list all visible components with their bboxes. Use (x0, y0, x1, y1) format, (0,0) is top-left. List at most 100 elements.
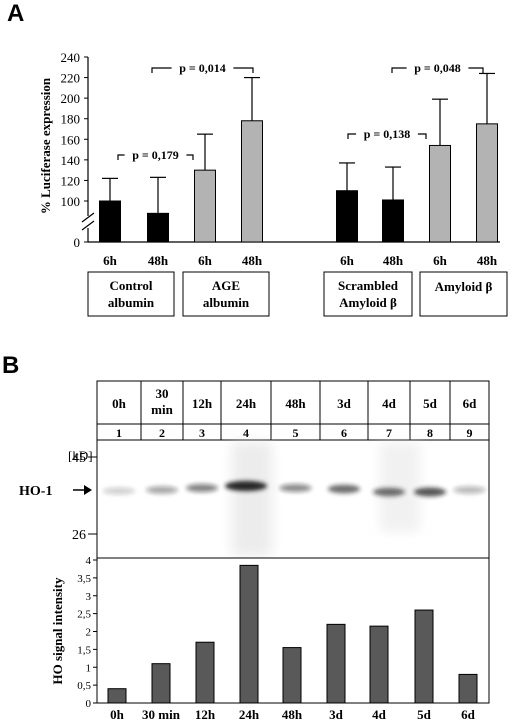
timepoint-header-label: min (151, 402, 173, 417)
group-label-line: Scrambled (338, 278, 399, 293)
ho-bar (195, 641, 215, 704)
luciferase-significance: p = 0,179 p = 0,014 p = 0,138 p = 0,048 (117, 60, 484, 162)
group-label-box (87, 271, 175, 317)
blot-band (414, 487, 446, 497)
p-value-label: p = 0,048 (414, 61, 461, 75)
group-label-line: albumin (108, 295, 155, 310)
timepoint-header-label: 5d (423, 396, 438, 411)
ho-x-tick-label: 0h (110, 707, 125, 722)
group-label-box (182, 271, 270, 317)
ho-axes: 0 0,5 1 1,5 2 2,5 3 3,5 4 (77, 555, 97, 710)
group-label-line: Control (109, 278, 152, 293)
timepoint-header-label: 3d (337, 396, 352, 411)
luciferase-y-tick-label: 200 (61, 91, 81, 106)
ho-x-tick-label: 48h (282, 707, 303, 722)
blot-band (186, 483, 218, 493)
ho-bar (282, 647, 302, 704)
kd-label: [kD] (68, 448, 93, 463)
lane-number: 3 (199, 426, 205, 440)
luciferase-x-labels: 6h 48h 6h 48h 6h 48h 6h 48h (103, 253, 498, 268)
ho-x-labels: 0h 30 min 12h 24h 48h 3d 4d 5d 6d (110, 707, 476, 722)
ho-bars (107, 564, 478, 704)
ho-y-axis-label: HO signal intensity (50, 577, 65, 684)
luciferase-x-tick-label: 6h (198, 253, 213, 268)
western-blot: [kD] 45 26 HO-1 (19, 439, 490, 559)
luciferase-x-tick-label: 6h (103, 253, 118, 268)
p-value-mask (124, 147, 187, 161)
axis-break-icon (81, 220, 95, 231)
luciferase-y-tick-label: 120 (61, 173, 81, 188)
ho-y-tick-label: 0 (86, 698, 92, 710)
ho-y-tick-label: 4 (86, 555, 92, 567)
group-label-line: AGE (212, 278, 240, 293)
timepoint-header-label: 12h (192, 396, 213, 411)
blot-band (453, 486, 486, 494)
p-value-mask (356, 126, 418, 140)
ho-bar (239, 564, 259, 704)
timepoint-table-frame (96, 380, 490, 441)
luciferase-x-tick-label: 6h (340, 253, 355, 268)
lane-number: 5 (293, 426, 299, 440)
blot-band (373, 487, 405, 497)
group-label-line: albumin (203, 295, 250, 310)
luciferase-y-tick-label: 100 (61, 194, 81, 209)
group-label-box (323, 271, 413, 317)
ho-bar (414, 609, 434, 704)
lane-number: 8 (427, 426, 433, 440)
timepoint-header-label: 30 (156, 386, 169, 401)
luciferase-x-tick-label: 48h (477, 253, 498, 268)
panel-b-letter: B (2, 352, 20, 379)
blot-background (232, 442, 420, 556)
lane-number: 4 (243, 426, 249, 440)
p-value-label: p = 0,138 (364, 127, 411, 141)
luciferase-y-tick-label: 180 (61, 112, 81, 127)
lane-number: 9 (467, 426, 473, 440)
luciferase-y-tick-label: 220 (61, 71, 81, 86)
timepoint-header-label: 48h (285, 396, 306, 411)
ho-x-tick-label: 5d (417, 707, 432, 722)
luciferase-group-boxes: Control albumin AGE albumin Scrambled Amyloid… (87, 271, 508, 317)
ho-bar (151, 663, 171, 704)
p-value-mask (171, 60, 234, 74)
lane-number: 6 (341, 426, 347, 440)
ho-x-tick-label: 3d (329, 707, 344, 722)
luciferase-x-tick-label: 48h (383, 253, 404, 268)
ho-y-tick-label: 3 (86, 591, 92, 603)
luciferase-x-tick-label: 48h (148, 253, 169, 268)
ho-y-tick-label: 3,5 (77, 573, 91, 585)
lane-number: 7 (386, 426, 392, 440)
group-label-line: Amyloid β (339, 295, 397, 310)
luciferase-x-tick-label: 48h (242, 253, 263, 268)
lane-number: 2 (159, 426, 165, 440)
blot-band (103, 487, 135, 495)
blot-band (328, 484, 360, 494)
marker-26: 26 (72, 528, 86, 543)
ho-y-tick-label: 2 (86, 627, 92, 639)
luciferase-y-tick-label: 240 (61, 50, 81, 65)
ho-x-tick-label: 30 min (142, 707, 181, 722)
ho-bar (326, 623, 346, 704)
ho-y-tick-label: 2,5 (77, 609, 91, 621)
blot-bands (103, 480, 486, 497)
timepoint-header-label: 4d (382, 396, 397, 411)
ho-x-tick-label: 24h (239, 707, 260, 722)
p-value-label: p = 0,014 (179, 61, 226, 75)
ho-x-tick-label: 6d (461, 707, 476, 722)
luciferase-y-tick-label: 140 (61, 153, 81, 168)
blot-band (225, 480, 267, 492)
lane-number: 1 (116, 426, 122, 440)
axis-break-icon (81, 212, 95, 223)
ho-bar (107, 688, 127, 704)
marker-45: 45 (72, 451, 86, 466)
ho-bar (458, 673, 478, 704)
ho1-arrowhead-icon (84, 485, 92, 495)
luciferase-bars (99, 72, 498, 243)
group-label-box (419, 271, 508, 317)
blot-band (146, 486, 178, 494)
luciferase-y-tick-label: 160 (61, 132, 81, 147)
luciferase-y-axis-label: % Luciferase expression (38, 77, 53, 214)
ho-x-tick-label: 12h (195, 707, 216, 722)
luciferase-y-tick-label: 0 (74, 235, 81, 250)
